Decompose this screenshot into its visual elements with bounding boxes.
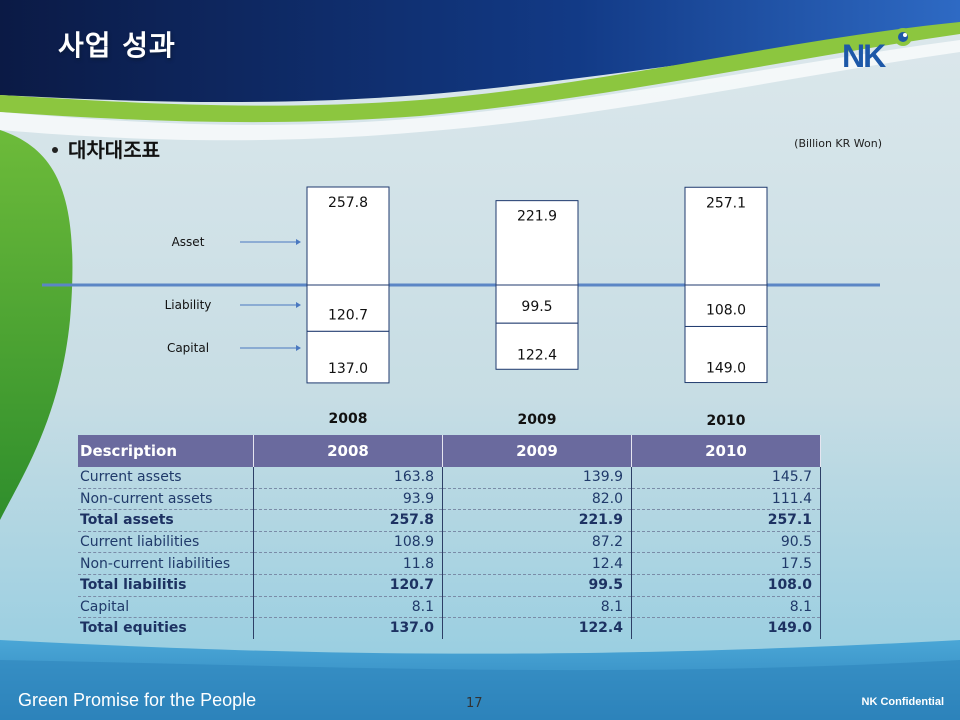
asset-bar [306, 186, 390, 286]
row-label: Capital [78, 596, 254, 619]
table-row: Non-current assets 93.9 82.0 111.4 [78, 488, 821, 511]
capital-bar [306, 330, 390, 384]
company-logo: NK [842, 26, 914, 74]
liability-bar [684, 284, 768, 327]
row-label: Total assets [78, 509, 254, 532]
capital-value-label: 149.0 [706, 361, 746, 377]
confidential-label: NK Confidential [861, 696, 945, 708]
row-label: Total equities [78, 617, 254, 639]
cell-value: 145.7 [631, 467, 821, 489]
cell-value: 137.0 [253, 617, 443, 639]
asset-bar [495, 200, 579, 286]
row-label-capital: Capital [167, 341, 209, 355]
arrow-head-icon [296, 345, 301, 351]
table-row-total: Total assets 257.8 221.9 257.1 [78, 509, 821, 532]
cell-value: 108.9 [253, 531, 443, 554]
asset-value-label: 221.9 [517, 209, 557, 225]
cell-value: 149.0 [631, 617, 821, 639]
header-2010: 2010 [631, 435, 821, 467]
cell-value: 12.4 [442, 552, 632, 575]
row-label-asset: Asset [172, 235, 205, 249]
row-label: Current assets [78, 467, 254, 489]
table-row-total: Total equities 137.0 122.4 149.0 [78, 617, 821, 639]
logo-text: NK [842, 38, 886, 74]
unit-note: (Billion KR Won) [794, 137, 882, 150]
chart-year-label: 2010 [706, 413, 746, 429]
asset-bar [684, 186, 768, 286]
cell-value: 8.1 [631, 596, 821, 619]
table-row: Current liabilities 108.9 87.2 90.5 [78, 531, 821, 554]
cell-value: 221.9 [442, 509, 632, 532]
header-2008: 2008 [253, 435, 443, 467]
table-row-total: Total liabilitis 120.7 99.5 108.0 [78, 574, 821, 597]
cell-value: 139.9 [442, 467, 632, 489]
cell-value: 82.0 [442, 488, 632, 511]
cell-value: 163.8 [253, 467, 443, 489]
table-header-row: Description 2008 2009 2010 [78, 435, 821, 467]
liability-value-label: 99.5 [521, 299, 552, 315]
chart-year-label: 2008 [328, 411, 368, 427]
cell-value: 122.4 [442, 617, 632, 639]
balance-sheet-table: Description 2008 2009 2010 Current asset… [78, 435, 821, 639]
cell-value: 90.5 [631, 531, 821, 554]
cell-value: 257.1 [631, 509, 821, 532]
cell-value: 99.5 [442, 574, 632, 597]
cell-value: 8.1 [442, 596, 632, 619]
asset-value-label: 257.1 [706, 195, 746, 211]
capital-value-label: 122.4 [517, 347, 557, 363]
liability-value-label: 120.7 [328, 307, 368, 323]
liability-bar [495, 284, 579, 324]
table-row: Non-current liabilities 11.8 12.4 17.5 [78, 552, 821, 575]
row-label: Non-current assets [78, 488, 254, 511]
row-label: Non-current liabilities [78, 552, 254, 575]
chart-year-label: 2009 [517, 412, 557, 428]
row-label-liability: Liability [165, 298, 212, 312]
slide-title: 사업 성과 [58, 29, 176, 62]
section-heading: 대차대조표 [52, 134, 160, 163]
capital-bar [495, 322, 579, 370]
liability-bar [306, 284, 390, 332]
cell-value: 108.0 [631, 574, 821, 597]
row-label: Total liabilitis [78, 574, 254, 597]
logo-swirl-icon [894, 28, 912, 46]
cell-value: 93.9 [253, 488, 443, 511]
table-row: Current assets 163.8 139.9 145.7 [78, 467, 821, 489]
arrow-head-icon [296, 302, 301, 308]
capital-bar [684, 325, 768, 384]
cell-value: 120.7 [253, 574, 443, 597]
arrow-head-icon [296, 239, 301, 245]
cell-value: 8.1 [253, 596, 443, 619]
footer-tagline: Green Promise for the People [18, 690, 257, 710]
asset-value-label: 257.8 [328, 195, 368, 211]
cell-value: 111.4 [631, 488, 821, 511]
page-number: 17 [466, 696, 483, 711]
bullet-icon [52, 146, 58, 153]
section-title: 대차대조표 [68, 138, 160, 162]
header-description: Description [78, 435, 254, 467]
capital-value-label: 137.0 [328, 361, 368, 377]
liability-value-label: 108.0 [706, 302, 746, 318]
cell-value: 17.5 [631, 552, 821, 575]
header-2009: 2009 [442, 435, 632, 467]
cell-value: 87.2 [442, 531, 632, 554]
cell-value: 257.8 [253, 509, 443, 532]
table-row: Capital 8.1 8.1 8.1 [78, 596, 821, 619]
cell-value: 11.8 [253, 552, 443, 575]
row-label: Current liabilities [78, 531, 254, 554]
